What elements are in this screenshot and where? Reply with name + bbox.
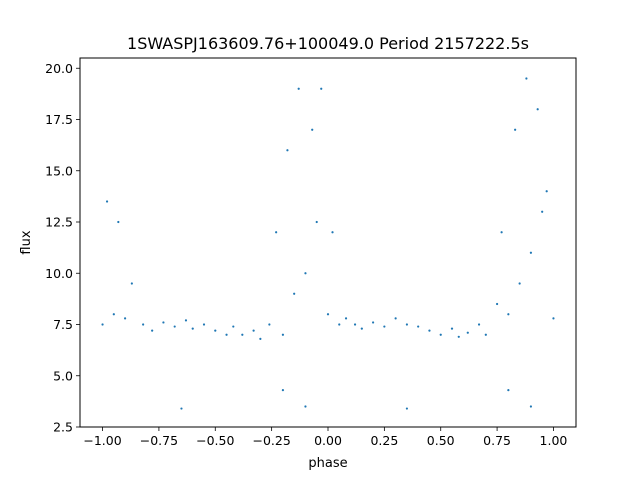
data-point	[184, 319, 188, 322]
data-point	[225, 333, 228, 336]
y-axis-ticks: 2.5 5.0 7.5 10.0 12.5 15.0 17.5 20.0	[45, 61, 80, 435]
data-point	[450, 327, 454, 330]
data-point	[514, 128, 517, 131]
data-point	[293, 292, 296, 295]
data-point	[281, 333, 285, 336]
data-point	[344, 317, 348, 320]
data-point	[477, 323, 481, 326]
data-points	[101, 77, 555, 410]
data-point	[495, 302, 499, 306]
x-axis-label: phase	[308, 456, 347, 471]
data-point	[457, 335, 460, 338]
y-tick-label: 17.5	[45, 112, 73, 127]
y-tick-label: 15.0	[45, 163, 73, 178]
data-point	[275, 231, 278, 234]
data-point	[320, 87, 323, 90]
data-point	[529, 251, 533, 254]
data-point	[507, 313, 510, 316]
x-tick-label: 0.00	[314, 433, 342, 448]
data-point	[286, 149, 289, 152]
y-tick-label: 20.0	[45, 61, 73, 76]
data-point	[383, 325, 386, 328]
data-point	[428, 329, 431, 332]
x-tick-label: 1.00	[540, 433, 568, 448]
data-point	[500, 231, 503, 234]
data-point	[202, 323, 206, 326]
y-tick-label: 5.0	[53, 368, 73, 383]
y-tick-label: 10.0	[45, 266, 73, 281]
data-point	[371, 321, 375, 324]
data-point	[180, 407, 183, 410]
data-point	[394, 317, 397, 320]
data-point	[529, 405, 533, 408]
data-point	[525, 77, 528, 80]
data-point	[151, 329, 154, 332]
data-point	[268, 323, 271, 326]
data-point	[142, 323, 145, 326]
data-point	[304, 405, 307, 408]
data-point	[101, 323, 104, 326]
y-tick-label: 12.5	[45, 215, 73, 230]
x-tick-label: −0.75	[140, 433, 178, 448]
data-point	[552, 317, 555, 320]
data-point	[466, 331, 469, 334]
data-point	[484, 333, 487, 336]
data-point	[405, 407, 409, 410]
data-point	[191, 327, 194, 330]
data-point	[507, 389, 510, 392]
data-point	[338, 323, 341, 326]
data-point	[214, 329, 217, 332]
x-tick-label: −1.00	[83, 433, 121, 448]
plot-area-frame	[79, 57, 577, 428]
x-tick-label: 0.25	[370, 433, 398, 448]
data-point	[259, 337, 262, 340]
data-point	[105, 200, 109, 203]
data-point	[112, 313, 115, 316]
y-axis-label: flux	[19, 230, 34, 254]
y-tick-label: 2.5	[53, 420, 73, 435]
data-point	[545, 190, 548, 193]
x-tick-label: −0.25	[252, 433, 290, 448]
y-tick-label: 7.5	[53, 317, 73, 332]
data-point	[173, 325, 176, 328]
data-point	[439, 333, 442, 336]
data-point	[326, 313, 330, 316]
data-point	[297, 87, 300, 90]
data-point	[252, 329, 255, 332]
data-point	[518, 282, 521, 285]
data-point	[123, 317, 127, 320]
data-point	[162, 321, 165, 324]
data-point	[311, 128, 314, 131]
chart-title: 1SWASPJ163609.76+100049.0 Period 2157222…	[127, 34, 529, 53]
x-tick-label: −0.50	[196, 433, 234, 448]
data-point	[541, 210, 544, 213]
data-point	[232, 325, 235, 328]
data-point	[241, 333, 244, 336]
data-point	[304, 272, 307, 275]
data-point	[315, 220, 318, 224]
data-point	[417, 325, 420, 328]
x-tick-label: 0.75	[483, 433, 511, 448]
data-point	[405, 323, 409, 326]
data-point	[353, 323, 357, 326]
data-point	[130, 282, 133, 285]
data-point	[117, 220, 120, 224]
x-axis-ticks: −1.00 −0.75 −0.50 −0.25 0.00 0.25 0.50 0.75 1.00	[83, 427, 567, 448]
data-point	[360, 327, 363, 330]
data-point	[281, 389, 285, 392]
x-tick-label: 0.50	[427, 433, 455, 448]
data-point	[331, 231, 334, 234]
data-point	[536, 108, 539, 111]
